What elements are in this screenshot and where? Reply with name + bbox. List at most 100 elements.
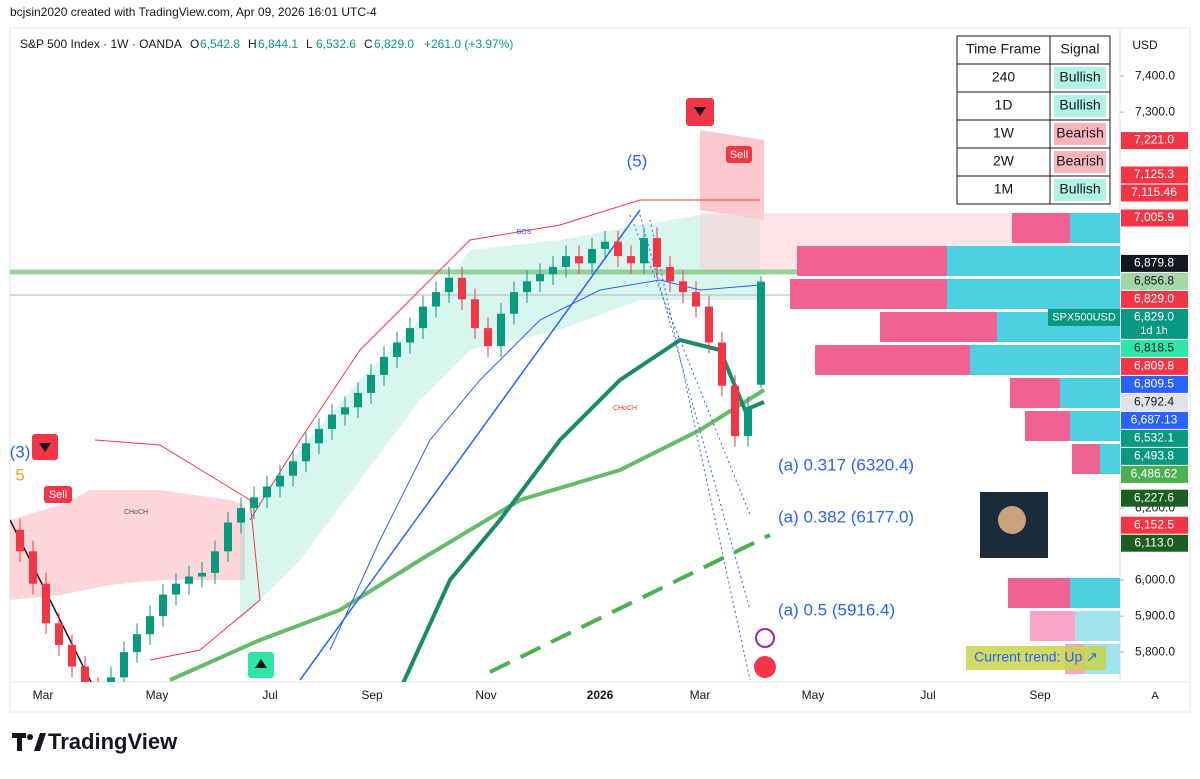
sell-badge	[726, 146, 752, 163]
y-tick-label: 5,900.0	[1135, 608, 1175, 622]
candle-body	[588, 248, 596, 264]
price-label: 6,879.8	[1134, 256, 1174, 270]
candle-body	[354, 392, 362, 408]
fib-label: (a) 0.382 (6177.0)	[778, 507, 914, 526]
countdown: 1d 1h	[1140, 325, 1168, 337]
signal-cell	[1054, 95, 1106, 117]
candle-body	[549, 266, 557, 275]
price-label-box	[1121, 209, 1188, 227]
price-label: 7,221.0	[1134, 133, 1174, 147]
candle-body	[224, 522, 232, 552]
ohlc-value: 6,532.6	[316, 37, 356, 51]
candle-body	[718, 342, 726, 386]
signal: Bullish	[1059, 69, 1100, 85]
price-label-box	[1121, 393, 1188, 411]
ohlc: O 6,542.8 H 6,844.1 L 6,532.6 C 6,829.0 +261.0 (…	[190, 37, 513, 51]
buy-arrow	[255, 659, 267, 668]
signal: Bullish	[1059, 181, 1100, 197]
candle-body	[302, 443, 310, 462]
x-tick-label: May	[802, 688, 825, 702]
ohlc-key: L	[306, 37, 313, 51]
volume-profile	[1060, 378, 1120, 408]
ohlc-value: 6,542.8	[200, 37, 240, 51]
candle-body	[380, 356, 388, 375]
candle-body	[172, 583, 180, 595]
price-label-box	[1121, 254, 1188, 272]
price-label: 6,829.0	[1134, 310, 1174, 324]
x-tick-label: Nov	[475, 688, 496, 702]
price-axis: 7,400.07,300.06,300.06,200.06,000.05,900…	[1048, 68, 1188, 658]
candle-body	[653, 238, 661, 267]
candle-body	[627, 256, 635, 264]
overlays	[10, 130, 1120, 682]
bos-label: BOS	[517, 229, 532, 236]
volume-profile	[1008, 578, 1070, 608]
fib-line	[629, 214, 751, 516]
x-tick-label: Sep	[1029, 688, 1051, 702]
y-tick-label: 7,300.0	[1135, 104, 1175, 118]
price-label-box	[1121, 272, 1188, 290]
ohlc-value: 6,844.1	[258, 37, 298, 51]
candle-body	[575, 256, 583, 264]
price-label: 6,792.4	[1134, 395, 1174, 409]
timeframe: 240	[992, 69, 1016, 85]
candle-body	[562, 256, 570, 267]
candle-body	[692, 292, 700, 307]
candle-body	[497, 313, 505, 347]
x-tick-label: May	[146, 688, 169, 702]
sell-zone	[700, 130, 764, 220]
signal: Bearish	[1056, 125, 1103, 141]
signal-cell	[1054, 67, 1106, 89]
price-label: 6,856.8	[1134, 274, 1174, 288]
table-header: Time Frame	[966, 41, 1041, 57]
ohlc-key: C	[364, 37, 373, 51]
volume-profile	[1010, 378, 1060, 408]
candle-body	[68, 644, 76, 667]
candle-body	[289, 461, 297, 476]
candle-body	[185, 576, 193, 584]
price-label: 6,532.1	[1134, 431, 1174, 445]
price-label: 6,829.0	[1134, 292, 1174, 306]
logo	[17, 733, 22, 751]
candle-body	[705, 306, 713, 343]
candle-body	[211, 551, 219, 573]
price-label-box	[1121, 357, 1188, 375]
x-tick-label: Jul	[262, 688, 277, 702]
ohlc-value: 6,829.0	[374, 37, 414, 51]
candle-body	[731, 385, 739, 437]
candle-body	[510, 292, 518, 314]
price-label-box	[1121, 132, 1188, 150]
table-header: Signal	[1061, 41, 1100, 57]
x-tick-label: Jul	[920, 688, 935, 702]
price-label-box	[1121, 516, 1188, 534]
candles	[16, 227, 765, 682]
signal-cell	[1054, 123, 1106, 145]
price-label-box	[1121, 465, 1188, 483]
choch-label: CHoCH	[613, 405, 637, 412]
price-label-box	[1121, 534, 1188, 552]
brand: TradingView	[48, 729, 178, 754]
price-label-box	[1121, 308, 1188, 339]
candle-body	[484, 328, 492, 347]
choch-label: CHoCH	[124, 509, 148, 516]
price-label: 6,687.13	[1131, 413, 1178, 427]
price-label-box	[1121, 184, 1188, 202]
price-label-box	[1121, 290, 1188, 308]
candle-body	[393, 342, 401, 357]
trend-badge	[966, 646, 1106, 670]
candle-body	[601, 241, 609, 249]
volume-profile	[880, 312, 997, 342]
credit: bcjsin2020 created with TradingView.com,…	[10, 5, 377, 19]
fib-label: (a) 0.317 (6320.4)	[778, 455, 914, 474]
volume-profile	[1070, 213, 1120, 243]
volume-profile	[1075, 611, 1120, 641]
candle-body	[757, 281, 765, 385]
volume-profile	[797, 246, 947, 276]
candle-body	[419, 306, 427, 329]
time-axis: Mar May Jul Sep Nov 2026 Mar May Jul Sep	[33, 688, 1051, 702]
candle-body	[146, 616, 154, 635]
sell-label: Sell	[730, 149, 748, 161]
auto-scale[interactable]: A	[1151, 690, 1159, 702]
ma	[169, 388, 766, 682]
